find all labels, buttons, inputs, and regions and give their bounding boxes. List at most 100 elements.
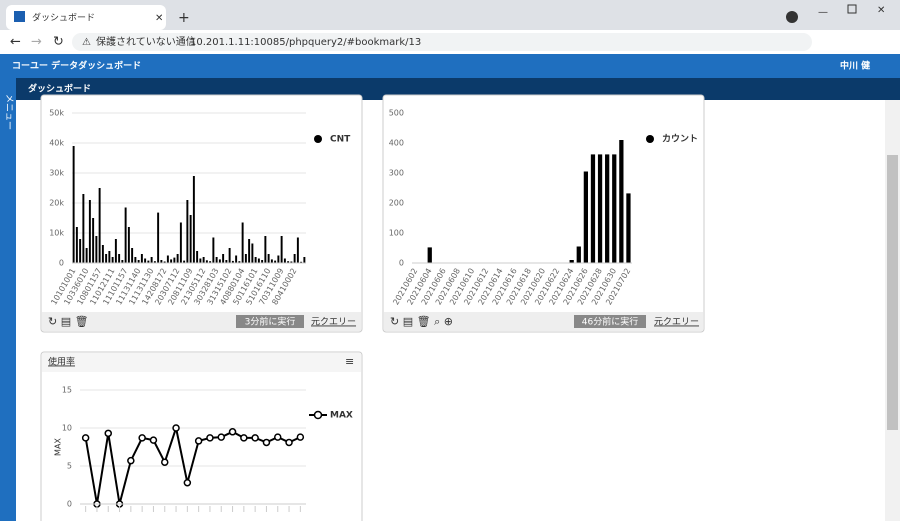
bar [597,154,603,263]
bar [205,260,208,263]
scroll-thumb[interactable] [887,155,898,430]
user-name[interactable]: 中川 健 [840,60,870,72]
bar [241,222,244,263]
app-header [0,54,900,78]
bar [111,257,114,263]
bar [569,260,574,263]
bar [118,254,121,263]
bar [296,237,299,263]
side-menu[interactable] [0,78,16,521]
footer-icons[interactable]: ↻ ▤ 🗑 ⌕ ⊕ [390,315,453,328]
bar [75,227,78,263]
y-tick-label: 10 [62,424,72,433]
point [194,437,203,445]
minimize[interactable]: — [818,7,828,18]
y-tick-label: 5 [67,462,72,471]
y-tick-label: 40k [49,139,64,148]
widget-menu[interactable]: ≡ [345,355,354,368]
bar [293,254,296,263]
bar [215,257,218,263]
bar [88,200,91,263]
point [127,456,135,465]
point [251,434,259,442]
status: 46分前に実行 [582,316,638,328]
bar [235,255,238,263]
y-axis-label: MAX [54,438,63,456]
bar [176,254,179,263]
point [217,433,225,441]
bar [192,176,195,263]
warning-icon: ⚠ [82,37,91,48]
bar [150,257,153,263]
y-tick-label: 500 [389,109,404,118]
reload[interactable]: ↻ [53,35,64,50]
bar [163,261,166,263]
bar [79,239,82,263]
bar [231,260,234,263]
y-tick-label: 30k [49,169,64,178]
point [149,436,158,444]
bar [283,258,286,263]
bar [121,260,124,263]
bar [140,254,143,263]
close[interactable]: ✕ [877,5,885,16]
bar [222,254,225,263]
widget-2 [382,94,705,333]
bar [98,188,101,263]
query-link[interactable]: 元クエリー [311,317,356,328]
side-menu-label: メニュー [4,94,14,130]
point [262,438,271,447]
bar [105,254,108,263]
profile-dot[interactable] [786,11,798,23]
bar [160,260,163,263]
legend-label: CNT [330,135,351,145]
bar [583,171,588,263]
y-tick-label: 300 [389,169,404,178]
favicon [14,11,25,22]
bar [82,194,85,263]
widget-3-title: 使用率 [48,356,75,368]
bar [257,258,260,263]
maximize[interactable] [847,4,857,14]
bar [95,236,98,263]
url: 10.201.1.11:10085/phpquery2/#bookmark/13 [190,37,421,48]
y-tick-label: 100 [389,229,404,238]
y-tick-label: 0 [399,259,404,268]
bar [290,261,293,263]
bar [209,261,212,263]
bar [244,254,247,263]
point [183,478,192,487]
bar [576,246,581,263]
omnibox[interactable] [72,33,812,51]
bar [212,237,215,263]
bar [274,260,277,263]
bar [264,236,267,263]
widget-1 [40,94,363,333]
bar [186,200,189,263]
footer-icons[interactable]: ↻ ▤ 🗑 [48,315,89,328]
status-badge [236,315,304,328]
tab[interactable] [6,5,166,30]
back[interactable]: ← [10,35,21,50]
tab-close[interactable]: ✕ [155,13,163,24]
widget-3 [40,351,363,525]
point [172,424,180,432]
query-link[interactable]: 元クエリー [654,317,699,328]
bar [199,258,202,263]
bar [157,212,160,263]
bar [92,218,95,263]
point [104,429,112,438]
bar [166,255,169,263]
y-tick-label: 200 [389,199,404,208]
forward[interactable]: → [31,35,42,50]
y-tick-label: 20k [49,199,64,208]
bar [101,245,104,263]
bar [270,259,273,263]
point [81,434,90,442]
bar [261,260,264,263]
bar [173,257,176,263]
bar [626,193,631,263]
point [228,428,237,436]
new-tab[interactable]: + [178,10,190,26]
